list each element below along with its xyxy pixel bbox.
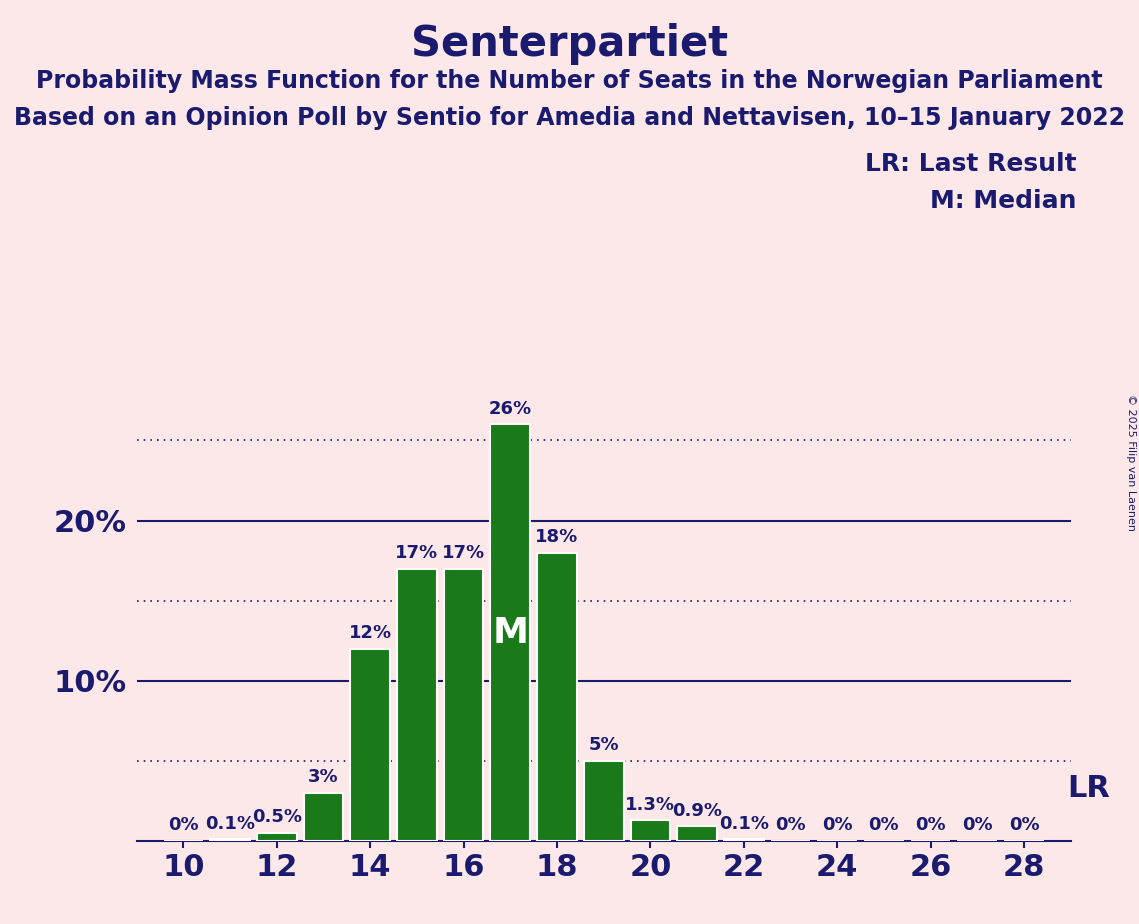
- Bar: [724, 839, 763, 841]
- Bar: [584, 760, 623, 841]
- Text: M: Median: M: Median: [929, 189, 1076, 213]
- Text: 1.3%: 1.3%: [625, 796, 675, 814]
- Text: 17%: 17%: [442, 544, 485, 562]
- Text: 0.1%: 0.1%: [205, 815, 255, 833]
- Text: 0%: 0%: [169, 817, 198, 834]
- Text: 0%: 0%: [869, 817, 899, 834]
- Text: 0%: 0%: [822, 817, 852, 834]
- Bar: [211, 839, 249, 841]
- Text: © 2025 Filip van Laenen: © 2025 Filip van Laenen: [1126, 394, 1136, 530]
- Bar: [538, 553, 576, 841]
- Text: 3%: 3%: [309, 769, 338, 786]
- Text: LR: Last Result: LR: Last Result: [865, 152, 1076, 176]
- Bar: [678, 826, 716, 841]
- Text: 0%: 0%: [962, 817, 992, 834]
- Text: 0.1%: 0.1%: [719, 815, 769, 833]
- Text: Based on an Opinion Poll by Sentio for Amedia and Nettavisen, 10–15 January 2022: Based on an Opinion Poll by Sentio for A…: [14, 106, 1125, 130]
- Text: 17%: 17%: [395, 544, 439, 562]
- Text: 0%: 0%: [1009, 817, 1039, 834]
- Text: 18%: 18%: [535, 529, 579, 546]
- Text: 26%: 26%: [489, 400, 532, 418]
- Bar: [304, 793, 343, 841]
- Bar: [398, 568, 436, 841]
- Text: 0%: 0%: [776, 817, 805, 834]
- Text: Senterpartiet: Senterpartiet: [411, 23, 728, 65]
- Bar: [257, 833, 296, 841]
- Bar: [631, 820, 670, 841]
- Text: 0.9%: 0.9%: [672, 802, 722, 820]
- Text: 5%: 5%: [589, 736, 618, 754]
- Bar: [351, 649, 390, 841]
- Text: 0.5%: 0.5%: [252, 808, 302, 826]
- Text: M: M: [492, 615, 528, 650]
- Text: 0%: 0%: [916, 817, 945, 834]
- Text: LR: LR: [1067, 774, 1111, 803]
- Text: Probability Mass Function for the Number of Seats in the Norwegian Parliament: Probability Mass Function for the Number…: [36, 69, 1103, 93]
- Text: 12%: 12%: [349, 625, 392, 642]
- Bar: [491, 424, 530, 841]
- Bar: [444, 568, 483, 841]
